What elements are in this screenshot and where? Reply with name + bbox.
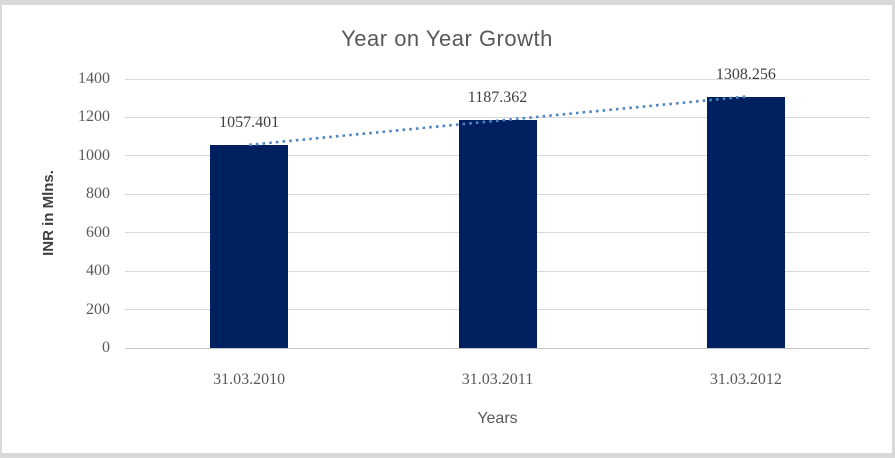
x-category-label: 31.03.2012 xyxy=(709,371,782,388)
plot-area xyxy=(125,78,870,349)
data-label: 1308.256 xyxy=(715,65,776,83)
y-axis-title: INR in Mlns. xyxy=(40,170,57,256)
bar-31.03.2011 xyxy=(458,119,537,348)
x-axis-title: Years xyxy=(477,410,518,427)
x-axis-line xyxy=(125,347,870,349)
bar-31.03.2012 xyxy=(706,96,785,348)
data-label: 1187.362 xyxy=(467,88,528,106)
bar-31.03.2010 xyxy=(210,144,289,348)
gridline xyxy=(125,78,870,80)
y-tick-label: 200 xyxy=(86,300,110,318)
data-label: 1057.401 xyxy=(219,113,280,131)
y-tick-label: 600 xyxy=(86,223,110,241)
chart-title: Year on Year Growth xyxy=(341,26,553,51)
x-category-label: 31.03.2010 xyxy=(213,371,286,388)
y-tick-label: 1200 xyxy=(78,108,110,126)
y-tick-label: 800 xyxy=(86,185,110,203)
y-tick-label: 1000 xyxy=(78,146,110,164)
x-category-label: 31.03.2011 xyxy=(461,371,534,388)
y-tick-label: 1400 xyxy=(78,70,110,87)
y-tick-label: 400 xyxy=(86,262,110,280)
y-tick-label: 0 xyxy=(102,339,110,356)
